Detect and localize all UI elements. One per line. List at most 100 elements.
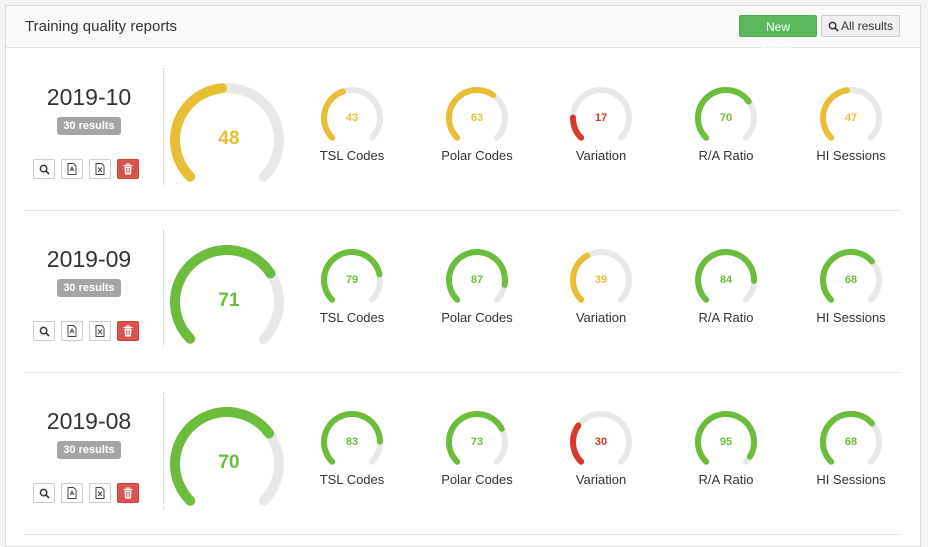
gauge-fill (820, 411, 875, 465)
metric-polar-codes: 87 Polar Codes (415, 248, 535, 348)
metric-hi-sessions: 47 HI Sessions (789, 86, 909, 186)
metric-score: 63 (470, 112, 484, 124)
metric-variation: 39 Variation (539, 248, 659, 348)
row-divider (24, 372, 901, 373)
metric-label: HI Sessions (816, 310, 886, 325)
export-excel-button[interactable] (89, 159, 111, 179)
overall-gauge: 70 (169, 406, 289, 506)
column-divider (163, 392, 164, 510)
metric-score: 70 (719, 112, 733, 124)
metric-label: HI Sessions (816, 148, 886, 163)
metric-label: TSL Codes (319, 472, 385, 487)
metric-gauge-arc (820, 249, 882, 303)
metric-score: 83 (345, 436, 359, 448)
export-excel-button[interactable] (89, 483, 111, 503)
gauge-fill (446, 249, 508, 303)
metric-label: Variation (575, 148, 627, 163)
metric-gauge-arc (695, 411, 757, 465)
pdf-file-icon (67, 487, 77, 499)
metric-label: Polar Codes (441, 310, 513, 325)
new-report-button[interactable]: New report (739, 15, 817, 56)
export-pdf-button[interactable] (61, 483, 83, 503)
overall-gauge-arc (170, 83, 284, 182)
metric-gauge-arc (695, 249, 757, 303)
metric-score: 68 (844, 274, 858, 286)
trash-icon (123, 325, 133, 337)
metric-score: 39 (594, 274, 608, 286)
metric-gauge-arc (695, 87, 757, 141)
metric-score: 30 (594, 436, 608, 448)
export-pdf-button[interactable] (61, 321, 83, 341)
gauge-fill (695, 411, 757, 465)
metric-gauge-arc (570, 411, 632, 465)
results-count-badge: 30 results (57, 441, 121, 459)
gauge-fill (695, 249, 757, 303)
metric-polar-codes: 63 Polar Codes (415, 86, 535, 186)
search-icon (39, 326, 50, 337)
metric-score: 73 (470, 436, 484, 448)
column-divider (163, 68, 164, 186)
overall-score: 71 (218, 290, 240, 311)
report-row: 2019-10 30 results 48 43 TSL Codes 63 Polar Co… (6, 48, 920, 210)
metric-score: 47 (844, 112, 858, 124)
metric-ra-ratio: 95 R/A Ratio (664, 410, 784, 510)
report-month: 2019-09 (46, 246, 132, 272)
excel-file-icon (95, 487, 105, 499)
metric-score: 84 (719, 274, 733, 286)
delete-report-button[interactable] (117, 483, 139, 503)
panel-header: Training quality reports New report All … (6, 6, 920, 56)
overall-gauge-arc (170, 245, 284, 344)
report-summary: 2019-09 30 results (24, 230, 164, 348)
export-pdf-button[interactable] (61, 159, 83, 179)
view-report-button[interactable] (33, 483, 55, 503)
report-summary: 2019-08 30 results (24, 392, 164, 510)
results-count-badge: 30 results (57, 279, 121, 297)
metric-score: 87 (470, 274, 484, 286)
reports-panel: Training quality reports New report All … (5, 5, 921, 547)
all-results-button[interactable]: All results (821, 15, 900, 37)
metric-ra-ratio: 70 R/A Ratio (664, 86, 784, 186)
gauge-fill (170, 83, 228, 182)
metric-polar-codes: 73 Polar Codes (415, 410, 535, 510)
results-count-badge: 30 results (57, 117, 121, 135)
metric-label: TSL Codes (319, 148, 385, 163)
metric-hi-sessions: 68 HI Sessions (789, 410, 909, 510)
export-excel-button[interactable] (89, 321, 111, 341)
view-report-button[interactable] (33, 321, 55, 341)
overall-gauge: 71 (169, 244, 289, 344)
metric-gauge-arc (321, 411, 383, 465)
metric-gauge-arc (446, 249, 508, 303)
page-title: Training quality reports (25, 18, 178, 35)
gauge-fill (321, 411, 383, 465)
metric-gauge-arc (570, 249, 632, 303)
gauge-fill (820, 249, 875, 303)
row-divider (24, 534, 901, 535)
metric-gauge-arc (321, 87, 383, 141)
delete-report-button[interactable] (117, 159, 139, 179)
metric-gauge-arc (820, 87, 882, 141)
report-summary: 2019-10 30 results (24, 68, 164, 186)
column-divider (163, 230, 164, 348)
report-row: 2019-08 30 results 70 83 TSL Codes 73 Polar Co… (6, 372, 920, 534)
all-results-label: All results (840, 19, 893, 33)
metric-label: Polar Codes (441, 472, 513, 487)
report-month: 2019-10 (46, 84, 132, 110)
overall-gauge: 48 (169, 82, 289, 182)
metric-ra-ratio: 84 R/A Ratio (664, 248, 784, 348)
excel-file-icon (95, 163, 105, 175)
metric-gauge-arc (445, 86, 508, 141)
excel-file-icon (95, 325, 105, 337)
overall-gauge-arc (170, 407, 284, 506)
metric-score: 43 (345, 112, 359, 124)
delete-report-button[interactable] (117, 321, 139, 341)
gauge-fill (570, 422, 585, 465)
search-icon (39, 164, 50, 175)
view-report-button[interactable] (33, 159, 55, 179)
gauge-fill (570, 252, 591, 303)
metric-label: Variation (575, 472, 627, 487)
metric-gauge-arc (321, 249, 383, 303)
pdf-file-icon (67, 325, 77, 337)
search-icon (828, 21, 839, 32)
metric-score: 79 (345, 274, 359, 286)
metric-score: 68 (844, 436, 858, 448)
